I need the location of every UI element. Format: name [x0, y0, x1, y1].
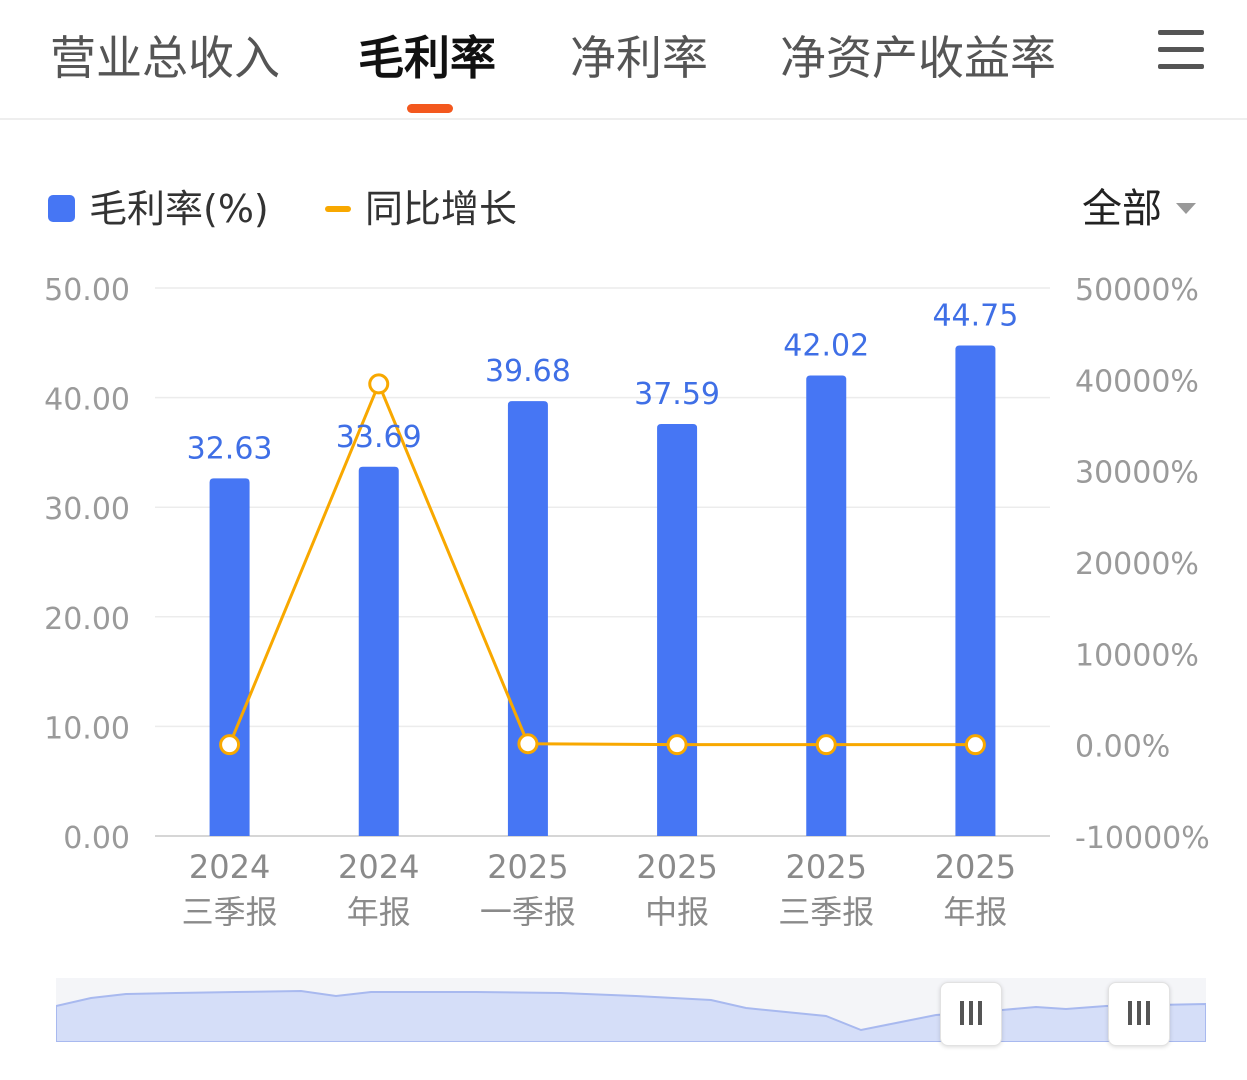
chart-area: 0.00 10.00 20.00 30.00 40.00 50.00 -10000% 0.00…: [44, 273, 1210, 931]
hamburger-menu-icon[interactable]: [1158, 30, 1206, 70]
y-left-tick-label: 30.00: [44, 492, 130, 527]
x-tick-label: 2025: [487, 848, 568, 886]
bar: [806, 375, 847, 836]
y-right-tick-label: 20000%: [1075, 547, 1199, 582]
line-point: [517, 733, 539, 755]
bar: [209, 478, 250, 836]
legend-item-yoy-growth[interactable]: 同比增长: [325, 178, 517, 233]
y-left-tick-label: 10.00: [44, 711, 130, 746]
x-tick-label: 年报: [347, 893, 411, 931]
x-tick-label: 三季报: [778, 893, 874, 931]
tab-net-margin[interactable]: 净利率: [570, 31, 708, 85]
x-tick-label: 2024: [338, 848, 419, 886]
bar: [358, 466, 399, 836]
x-tick-label: 三季报: [182, 893, 278, 931]
y-left-tick-label: 50.00: [44, 273, 130, 308]
x-tick-label: 一季报: [480, 893, 576, 931]
slider-left-handle[interactable]: [940, 982, 1002, 1046]
bar-value-label: 37.59: [634, 377, 720, 412]
y-right-tick-label: 40000%: [1075, 364, 1199, 399]
bar: [955, 345, 996, 836]
range-dropdown-value: 全部: [1082, 186, 1162, 232]
active-tab-indicator: [407, 104, 453, 113]
x-tick-label: 2025: [935, 848, 1016, 886]
x-tick-label: 年报: [943, 893, 1007, 931]
y-left-tick-label: 0.00: [63, 821, 130, 856]
bar: [657, 424, 698, 836]
tab-gross-margin[interactable]: 毛利率: [358, 31, 496, 85]
y-right-tick-label: 0.00%: [1075, 730, 1170, 765]
x-tick-label: 2025: [786, 848, 867, 886]
bar-value-label: 33.69: [336, 420, 422, 455]
slider-preview-area: [56, 989, 1206, 1042]
tab-bar: 营业总收入 毛利率 净利率 净资产收益率: [0, 0, 1247, 120]
line-swatch-icon: [325, 205, 351, 212]
legend-bar-label: 毛利率(%): [89, 187, 269, 231]
data-zoom-slider[interactable]: [56, 978, 1206, 1042]
series-line: [228, 382, 976, 747]
bar-swatch-icon: [48, 195, 75, 222]
x-tick-label: 中报: [645, 893, 709, 931]
line-point: [666, 734, 688, 756]
x-tick-label: 2024: [189, 848, 270, 886]
y-left-tick-label: 40.00: [44, 383, 130, 418]
caret-down-icon: [1176, 202, 1196, 214]
y-right-tick-label: 30000%: [1075, 456, 1199, 491]
bar-value-label: 32.63: [187, 431, 273, 466]
legend-item-gross-margin[interactable]: 毛利率(%): [48, 178, 269, 233]
y-right-tick-label: 50000%: [1075, 273, 1199, 308]
bar-value-label: 39.68: [485, 354, 571, 389]
slider-right-handle[interactable]: [1108, 982, 1170, 1046]
y-right-tick-label: 10000%: [1075, 638, 1199, 673]
range-dropdown[interactable]: 全部: [1082, 176, 1196, 234]
y-left-tick-label: 20.00: [44, 602, 130, 637]
line-point: [815, 734, 837, 756]
legend-line-label: 同比增长: [365, 187, 518, 231]
x-tick-label: 2025: [636, 848, 717, 886]
bar-value-label: 44.75: [932, 299, 1018, 334]
bar: [507, 401, 548, 836]
line-point: [964, 734, 986, 756]
line-point: [368, 373, 390, 395]
bar-value-label: 42.02: [783, 328, 869, 363]
tab-revenue[interactable]: 营业总收入: [50, 31, 280, 85]
tab-roe[interactable]: 净资产收益率: [780, 31, 1056, 85]
y-right-tick-label: -10000%: [1075, 821, 1210, 856]
line-point: [219, 734, 241, 756]
